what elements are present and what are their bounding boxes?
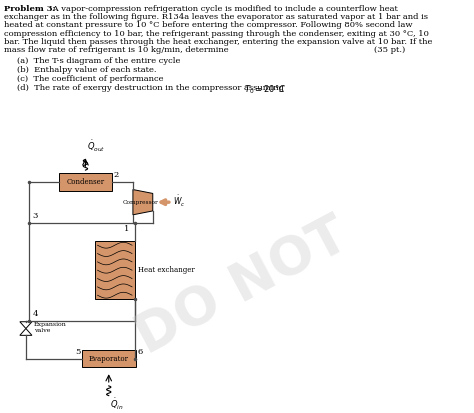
Text: (a)  The T-s diagram of the entire cycle: (a) The T-s diagram of the entire cycle [17, 57, 181, 65]
Text: 5: 5 [75, 348, 80, 356]
Text: Condenser: Condenser [66, 178, 104, 186]
Text: DO NOT: DO NOT [127, 209, 356, 364]
Text: (c)  The coefficient of performance: (c) The coefficient of performance [17, 75, 164, 83]
Text: $\dot{Q}_{in}$: $\dot{Q}_{in}$ [110, 396, 124, 412]
Text: 6: 6 [137, 348, 143, 356]
FancyBboxPatch shape [95, 241, 135, 299]
Text: (35 pt.): (35 pt.) [374, 46, 405, 54]
Text: exchanger as in the following figure. R134a leaves the evaporator as saturated v: exchanger as in the following figure. R1… [4, 13, 428, 21]
Text: mass flow rate of refrigerant is 10 kg/min, determine: mass flow rate of refrigerant is 10 kg/m… [4, 46, 229, 54]
FancyBboxPatch shape [59, 173, 112, 190]
Text: $\dot{Q}_{out}$: $\dot{Q}_{out}$ [87, 138, 106, 154]
Polygon shape [20, 328, 32, 335]
Text: Problem 3:: Problem 3: [4, 5, 56, 13]
Text: $\dot{W}_c$: $\dot{W}_c$ [173, 194, 186, 209]
Text: Evaporator: Evaporator [89, 355, 129, 363]
Polygon shape [20, 322, 32, 328]
Text: 2: 2 [114, 171, 119, 179]
Text: heated at constant pressure to 10 °C before entering the compressor. Following 8: heated at constant pressure to 10 °C bef… [4, 21, 413, 29]
Text: 4: 4 [33, 310, 38, 318]
Text: compression efficiency to 10 bar, the refrigerant passing through the condenser,: compression efficiency to 10 bar, the re… [4, 30, 429, 38]
Polygon shape [133, 190, 153, 215]
Text: (d)  The rate of exergy destruction in the compressor assuming: (d) The rate of exergy destruction in th… [17, 83, 287, 92]
Text: 1: 1 [124, 225, 129, 233]
Text: Compressor: Compressor [123, 199, 159, 205]
Text: Expansion
valve: Expansion valve [34, 322, 66, 333]
FancyBboxPatch shape [82, 350, 136, 368]
Text: 3: 3 [33, 212, 38, 220]
Text: Heat exchanger: Heat exchanger [138, 266, 195, 274]
Text: A vapor-compression refrigeration cycle is modified to include a counterflow hea: A vapor-compression refrigeration cycle … [50, 5, 398, 13]
Text: bar. The liquid then passes through the heat exchanger, entering the expansion v: bar. The liquid then passes through the … [4, 38, 433, 46]
Text: (b)  Enthalpy value of each state.: (b) Enthalpy value of each state. [17, 66, 157, 74]
Text: $T_0 = 20°C$: $T_0 = 20°C$ [244, 83, 286, 96]
